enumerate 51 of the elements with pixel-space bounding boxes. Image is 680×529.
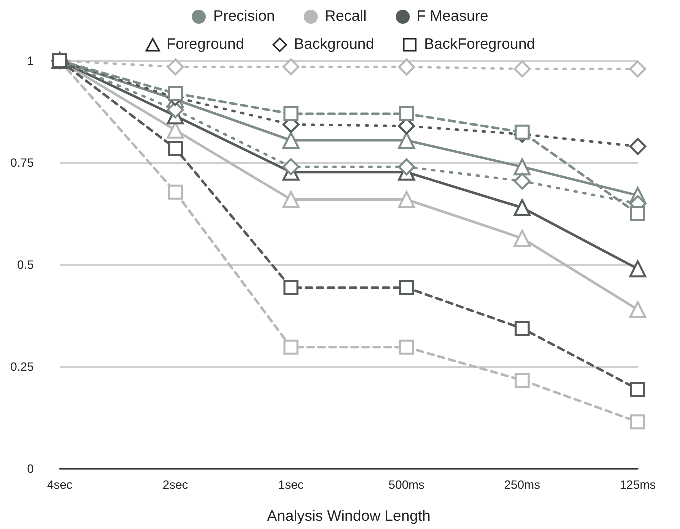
x-tick-label: 4sec <box>47 478 73 492</box>
point <box>630 414 646 430</box>
text: BackForeground <box>424 36 536 53</box>
point <box>514 321 530 336</box>
y-tick-label: 0.5 <box>17 258 34 272</box>
y-tick-label: 0 <box>27 462 34 476</box>
x-tick-label: 125ms <box>620 478 656 492</box>
point <box>630 138 646 156</box>
point <box>282 158 300 176</box>
point <box>399 340 414 355</box>
point <box>630 206 646 222</box>
point <box>168 86 184 102</box>
point <box>168 184 184 200</box>
text: Recall <box>325 8 367 25</box>
point <box>398 191 416 208</box>
x-tick-label: 2sec <box>162 478 188 492</box>
point <box>398 158 416 176</box>
point <box>282 191 300 208</box>
point <box>514 172 531 190</box>
text: Background <box>294 36 374 53</box>
point <box>514 60 531 78</box>
point <box>284 340 299 355</box>
point <box>514 230 531 247</box>
point <box>282 58 300 76</box>
point <box>514 199 531 216</box>
point <box>284 106 299 122</box>
y-tick-label: 0.25 <box>10 360 34 374</box>
x-axis-title: Analysis Window Length <box>267 508 431 525</box>
point <box>514 158 531 176</box>
point <box>514 124 530 140</box>
point <box>514 372 530 388</box>
point <box>399 280 414 296</box>
point <box>167 58 184 76</box>
point <box>398 58 416 76</box>
text: Precision <box>213 8 276 25</box>
y-tick-label: 0.75 <box>10 156 34 170</box>
text: Foreground <box>166 36 244 53</box>
x-tick-label: 500ms <box>388 478 425 492</box>
point <box>630 301 646 318</box>
point <box>168 141 184 156</box>
point <box>630 60 646 78</box>
point <box>630 382 646 397</box>
point <box>630 260 646 278</box>
text: F Measure <box>416 8 489 25</box>
x-tick-label: 1sec <box>278 478 304 492</box>
y-tick-label: 1 <box>27 54 34 68</box>
x-tick-label: 250ms <box>504 478 540 492</box>
point <box>398 132 416 150</box>
point <box>284 280 299 296</box>
point <box>399 106 414 122</box>
point <box>282 132 300 150</box>
